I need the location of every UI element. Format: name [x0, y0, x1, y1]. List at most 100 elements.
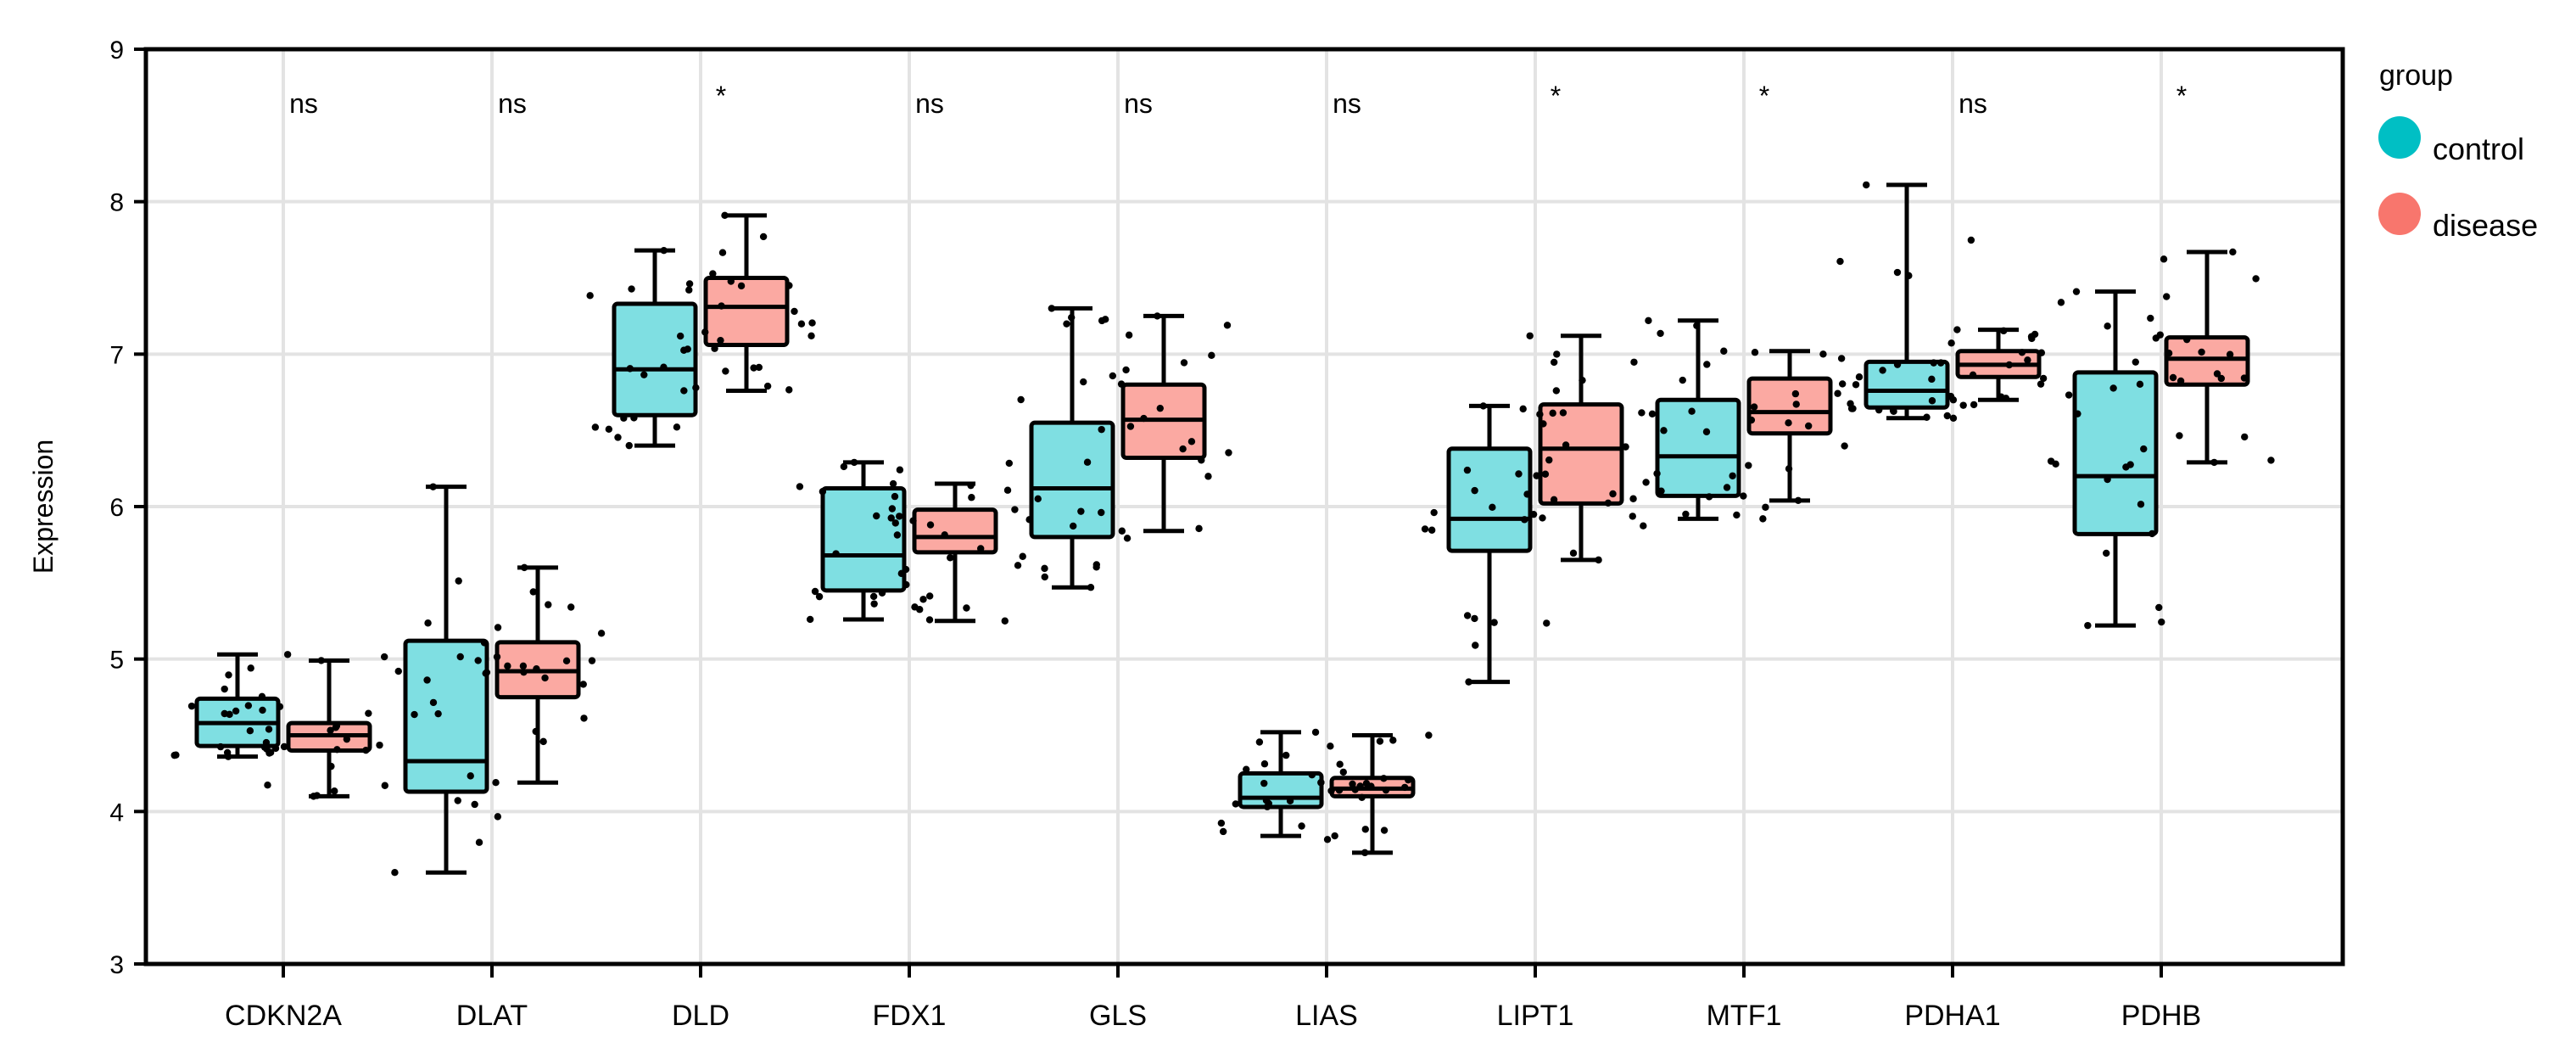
- data-point: [541, 674, 549, 682]
- data-point: [1579, 376, 1586, 384]
- data-point: [1376, 737, 1384, 745]
- data-point: [1077, 507, 1085, 515]
- data-point: [216, 742, 225, 751]
- data-point: [1930, 359, 1937, 367]
- y-tick-label: 3: [109, 951, 124, 979]
- data-point: [722, 367, 729, 375]
- data-point: [1048, 305, 1056, 312]
- data-point: [2252, 275, 2260, 283]
- data-point: [891, 519, 899, 527]
- data-point: [967, 481, 975, 490]
- data-point: [1905, 272, 1913, 280]
- data-point: [423, 676, 431, 684]
- data-point: [1928, 375, 1936, 384]
- data-point: [1645, 317, 1652, 325]
- data-point: [791, 307, 798, 316]
- data-point: [1041, 573, 1048, 581]
- data-point: [376, 741, 383, 749]
- data-point: [1838, 380, 1847, 388]
- data-point: [471, 800, 478, 809]
- data-point: [968, 494, 975, 501]
- data-point: [1101, 316, 1109, 323]
- data-point: [2074, 410, 2081, 417]
- data-point: [520, 668, 528, 676]
- data-point: [1526, 332, 1534, 339]
- data-point: [467, 772, 474, 780]
- data-point: [685, 280, 694, 288]
- data-point: [620, 414, 628, 422]
- data-point: [529, 588, 537, 596]
- data-point: [1519, 405, 1527, 413]
- data-point: [1609, 490, 1617, 498]
- data-point: [1969, 371, 1977, 379]
- data-point: [897, 569, 906, 578]
- data-point: [1723, 484, 1731, 491]
- data-point: [1011, 506, 1019, 513]
- data-point: [1080, 378, 1087, 386]
- data-point: [1657, 487, 1665, 495]
- data-point: [737, 282, 746, 290]
- box-control-PDHB: [2072, 289, 2159, 628]
- data-point: [317, 657, 325, 664]
- data-point: [391, 868, 399, 877]
- jitter-points: [170, 181, 2275, 877]
- data-point: [494, 813, 502, 821]
- data-point: [1219, 827, 1227, 836]
- data-point: [2084, 621, 2092, 630]
- data-point: [1562, 441, 1570, 449]
- data-point: [1733, 511, 1741, 519]
- data-point: [539, 737, 547, 746]
- data-point: [1750, 403, 1758, 411]
- data-point: [902, 580, 910, 589]
- data-point: [1263, 803, 1271, 810]
- data-point: [1311, 728, 1320, 737]
- significance-label: ns: [498, 88, 527, 119]
- data-point: [2267, 457, 2275, 464]
- x-tick-label: GLS: [1089, 1000, 1147, 1032]
- data-point: [1804, 422, 1813, 430]
- data-point: [1943, 412, 1951, 420]
- data-point: [873, 512, 880, 520]
- data-point: [1358, 793, 1366, 801]
- data-point: [260, 743, 269, 751]
- iqr-box: [820, 485, 907, 593]
- data-point: [763, 382, 772, 390]
- data-point: [2018, 349, 2026, 356]
- data-point: [1837, 355, 1846, 362]
- data-point: [684, 345, 691, 353]
- data-point: [276, 703, 284, 710]
- data-point: [1923, 413, 1931, 421]
- data-point: [925, 592, 934, 600]
- data-point: [533, 664, 540, 673]
- data-point: [1559, 409, 1567, 417]
- data-point: [1852, 381, 1860, 389]
- significance-label: *: [1551, 81, 1561, 111]
- data-point: [1604, 499, 1612, 507]
- data-point: [1336, 760, 1344, 768]
- data-point: [2176, 377, 2185, 385]
- data-point: [1083, 458, 1092, 466]
- data-point: [1657, 329, 1664, 338]
- box-control-LIPT1: [1446, 403, 1533, 685]
- data-point: [1705, 493, 1713, 501]
- data-point: [1729, 472, 1736, 479]
- data-point: [567, 603, 575, 611]
- data-point: [1539, 420, 1547, 428]
- data-point: [1785, 419, 1792, 427]
- data-point: [271, 744, 280, 753]
- data-point: [1243, 765, 1250, 773]
- data-point: [580, 714, 588, 722]
- box-control-CDKN2A: [194, 652, 281, 759]
- data-point: [313, 792, 321, 799]
- data-point: [2183, 335, 2191, 344]
- data-point: [947, 554, 954, 562]
- data-point: [711, 345, 718, 352]
- data-point: [1947, 339, 1955, 347]
- data-point: [1087, 584, 1095, 591]
- data-point: [1405, 776, 1412, 784]
- data-point: [911, 603, 919, 611]
- data-point: [411, 710, 418, 719]
- data-point: [504, 662, 511, 670]
- significance-label: ns: [289, 88, 318, 119]
